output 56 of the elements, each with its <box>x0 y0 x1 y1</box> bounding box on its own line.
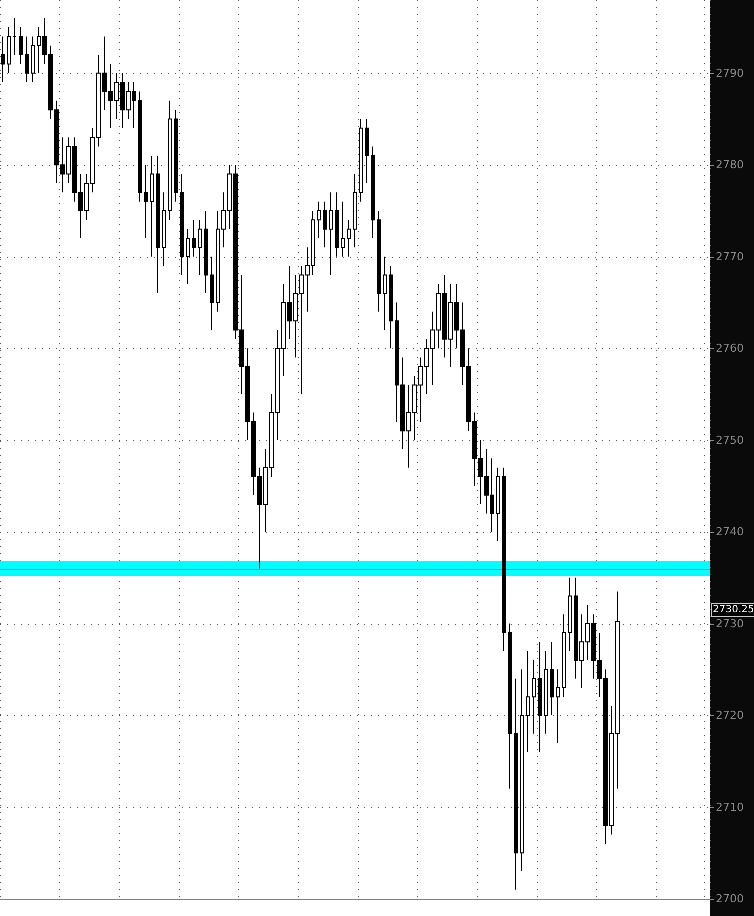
candlestick <box>13 18 17 56</box>
candlestick <box>156 155 160 294</box>
candlestick <box>210 256 214 331</box>
candlestick <box>192 220 196 258</box>
candlestick <box>377 210 381 312</box>
candlestick <box>186 228 190 285</box>
candlestick <box>562 614 566 698</box>
y-tick-label: 2770 <box>716 250 744 264</box>
y-tick-label: 2760 <box>716 342 744 356</box>
candlestick <box>180 174 184 276</box>
candlestick <box>1 36 5 84</box>
text: 2730.25 <box>713 604 754 616</box>
candlestick <box>389 266 393 350</box>
y-tick-label: 2750 <box>716 434 744 447</box>
candlestick <box>162 192 166 267</box>
y-tick-label: 2790 <box>716 66 744 80</box>
candlestick <box>341 201 345 258</box>
candlestick <box>144 164 148 240</box>
candlestick <box>556 669 560 744</box>
y-tick-label: 2720 <box>716 709 744 722</box>
candlestick <box>371 146 375 240</box>
candlestick <box>138 91 142 202</box>
candlestick <box>317 201 321 240</box>
candlestick <box>568 577 572 652</box>
candlestick <box>353 174 357 248</box>
candlestick <box>532 660 536 734</box>
candlestick <box>514 678 518 890</box>
candlestick <box>347 220 351 258</box>
candlestick <box>496 467 500 542</box>
y-tick-label: 2710 <box>716 800 744 814</box>
candlestick <box>198 220 202 276</box>
candlestick <box>329 192 333 276</box>
candlestick <box>359 118 363 202</box>
candlestick <box>502 467 506 652</box>
y-tick-label: 2780 <box>716 158 744 172</box>
y-tick-label: 2740 <box>716 526 744 539</box>
candlestick <box>25 36 29 84</box>
candlestick <box>31 36 35 84</box>
candlestick <box>383 256 387 331</box>
candlestick <box>323 201 327 248</box>
candlestick <box>526 650 530 753</box>
candlestick <box>7 27 11 74</box>
candlestick <box>174 110 178 202</box>
candlestick <box>544 650 548 734</box>
candlestick <box>204 210 208 294</box>
candlestick <box>168 100 172 221</box>
candlestick <box>550 642 554 716</box>
y-tick-label: 2730 <box>716 617 744 630</box>
candlestick <box>150 155 154 258</box>
y-tick-label: 2700 <box>716 892 744 906</box>
candlestick <box>538 642 542 753</box>
candlestick <box>508 623 512 790</box>
candlestick <box>365 118 369 184</box>
candlestick <box>520 669 524 872</box>
candlestick <box>335 192 339 258</box>
candlestick <box>19 27 23 65</box>
